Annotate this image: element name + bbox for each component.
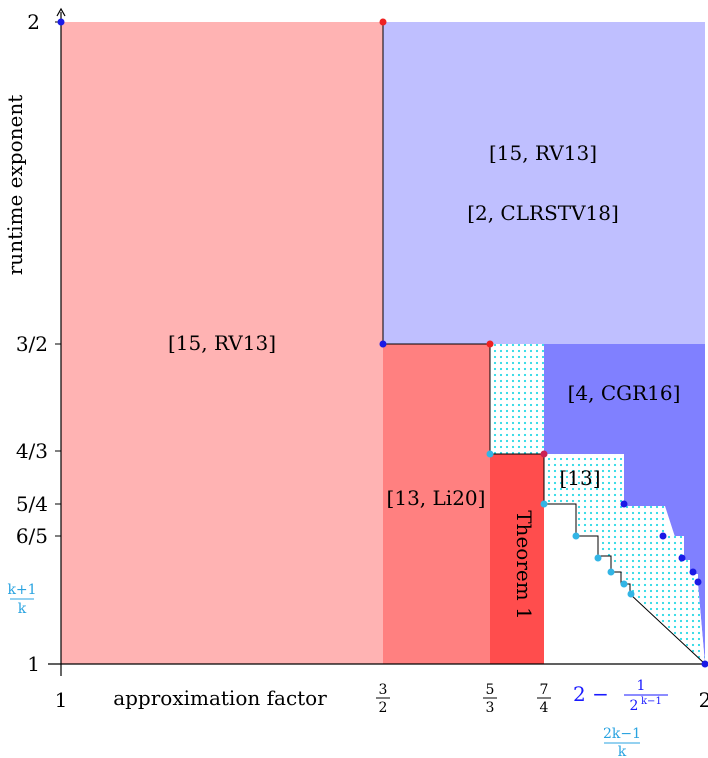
- x-tick-3-2: 3 2: [376, 682, 390, 716]
- x-tick-3-2-num: 3: [379, 682, 388, 698]
- point-red-7-4-4-3: [540, 450, 548, 458]
- x-tick-7-4-den: 4: [540, 700, 549, 716]
- point-blue-2-1: [701, 660, 708, 668]
- x-tick-5-3-num: 5: [486, 682, 495, 698]
- point-cyan-5-3-4-3: [486, 450, 494, 458]
- point-cyan-lower-2: [594, 554, 602, 562]
- region-dotted-13: [490, 344, 705, 664]
- x-formula-num: 1: [637, 678, 646, 694]
- point-cyan-lower-1: [572, 532, 580, 540]
- x-tick-5-3-den: 3: [486, 700, 495, 716]
- x-formula-blue: 2 − 1 2 k−1: [573, 678, 668, 714]
- y-axis-arrow-icon: [56, 7, 66, 17]
- x-tick-7-4: 7 4: [537, 682, 551, 716]
- point-red-3-2-2: [379, 18, 387, 26]
- point-blue-upper-3: [678, 554, 686, 562]
- y-tick-label-5-4: 5/4: [16, 492, 48, 516]
- x-tick-7-4-num: 7: [540, 682, 549, 698]
- x-tick-label-1: 1: [55, 688, 68, 712]
- label-pink-rv13: [15, RV13]: [168, 331, 276, 355]
- point-cyan-7-4-5-4: [540, 500, 548, 508]
- point-cyan-lower-3: [607, 568, 615, 576]
- y-tick-label-3-2: 3/2: [16, 332, 48, 356]
- x-axis-label: approximation factor: [113, 686, 327, 710]
- point-blue-upper-1: [620, 500, 628, 508]
- x-tick-5-3: 5 3: [483, 682, 497, 716]
- region-light-blue: [383, 22, 705, 344]
- y-formula-cyan: k+1 k: [7, 582, 36, 617]
- y-tick-label-4-3: 4/3: [16, 439, 48, 463]
- x-formula-cyan: 2k−1 k: [603, 726, 641, 758]
- label-dotted-13: [13]: [559, 466, 600, 490]
- region-pink-rv13: [61, 22, 383, 664]
- point-blue-1-2: [57, 18, 65, 26]
- x-formula-cyan-num: 2k−1: [603, 726, 641, 742]
- region-mid-red-li20: [383, 344, 490, 664]
- x-formula-den: 2: [630, 698, 639, 714]
- x-formula-cyan-den: k: [618, 744, 627, 758]
- x-formula-den-exp: k−1: [641, 696, 662, 707]
- x-formula-prefix: 2 −: [573, 682, 615, 706]
- y-axis-label: runtime exponent: [3, 95, 27, 276]
- label-blue-clrstv18: [2, CLRSTV18]: [467, 201, 619, 225]
- region-red-theorem1: [490, 454, 544, 664]
- point-blue-upper-5: [694, 578, 702, 586]
- label-blue-rv13: [15, RV13]: [489, 141, 597, 165]
- y-tick-label-2: 2: [27, 10, 40, 34]
- x-tick-3-2-den: 2: [379, 700, 388, 716]
- y-tick-label-6-5: 6/5: [16, 524, 48, 548]
- point-cyan-lower-5: [627, 590, 635, 598]
- label-theorem-1: Theorem 1: [512, 510, 536, 620]
- point-red-5-3-3-2: [486, 340, 494, 348]
- point-blue-3-2-3-2: [379, 340, 387, 348]
- label-cgr16: [4, CGR16]: [568, 381, 681, 405]
- y-tick-label-1: 1: [27, 652, 40, 676]
- label-li20: [13, Li20]: [387, 486, 486, 510]
- x-tick-label-2: 2: [699, 688, 708, 712]
- y-formula-num: k+1: [7, 582, 36, 598]
- point-blue-upper-4: [689, 568, 697, 576]
- y-formula-den: k: [18, 601, 27, 617]
- point-cyan-lower-4: [620, 580, 628, 588]
- point-blue-upper-2: [659, 532, 667, 540]
